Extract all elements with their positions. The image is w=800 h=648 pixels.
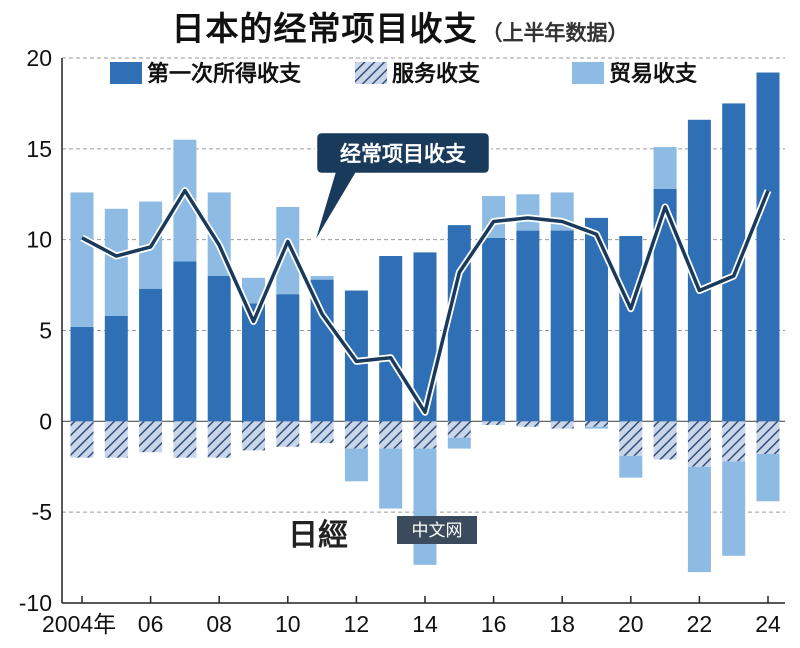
bar-services — [687, 421, 711, 467]
bar-services — [653, 421, 677, 460]
watermark-text: 中文网 — [412, 521, 463, 541]
watermark-logo: 日經 — [288, 518, 348, 553]
bar-trade — [379, 448, 403, 509]
x-tick-label: 06 — [138, 611, 164, 637]
bar-primary-income — [276, 294, 300, 422]
bar-primary-income — [447, 225, 471, 422]
bar-trade — [413, 448, 437, 565]
bar-trade — [276, 206, 300, 295]
bar-trade — [242, 277, 265, 304]
chart-title-block: 日本的经常项目收支 （上半年数据） — [0, 2, 800, 50]
bar-primary-income — [756, 72, 780, 422]
x-tick-label: 24 — [755, 611, 781, 637]
x-tick-label: 16 — [481, 611, 507, 637]
y-tick-label: 5 — [39, 318, 52, 344]
bar-trade — [619, 455, 643, 478]
bar-services — [104, 421, 128, 458]
bar-primary-income — [585, 217, 608, 422]
x-tick-label: 18 — [549, 611, 575, 637]
bar-services — [276, 421, 300, 447]
y-tick-label: -5 — [32, 499, 52, 525]
bar-services — [619, 421, 643, 456]
bar-trade — [310, 276, 334, 280]
chart-subtitle: （上半年数据） — [481, 21, 629, 45]
legend: 第一次所得收支 服务收支 贸易收支 — [110, 61, 698, 87]
bar-trade — [516, 194, 540, 231]
legend-primary-income-label: 第一次所得收支 — [147, 61, 302, 87]
x-tick-label: 10 — [275, 611, 301, 637]
bar-trade — [70, 192, 94, 327]
current-account-line — [81, 188, 770, 414]
bar-trade — [344, 448, 368, 482]
bar-trade — [756, 454, 780, 502]
bar-trade — [173, 139, 197, 262]
x-tick-label: 22 — [687, 611, 713, 637]
bar-services — [756, 421, 780, 455]
x-tick-label: 12 — [344, 611, 370, 637]
bar-primary-income — [653, 188, 677, 422]
y-tick-label: 20 — [26, 45, 52, 71]
legend-trade-label: 贸易收支 — [609, 61, 698, 87]
bar-services — [70, 421, 94, 458]
y-tick-label: 15 — [26, 136, 52, 162]
bar-primary-income — [550, 230, 574, 422]
bar-primary-income — [687, 119, 711, 422]
watermark-box — [397, 516, 477, 544]
callout-bubble — [310, 130, 492, 249]
bar-services — [139, 421, 163, 453]
bar-primary-income — [173, 261, 197, 422]
y-tick-label: 10 — [26, 227, 52, 253]
x-tick-label: 08 — [206, 611, 232, 637]
bar-services — [242, 421, 265, 451]
chart-title: 日本的经常项目收支 — [171, 9, 478, 48]
bar-trade — [687, 466, 711, 573]
bar-primary-income — [70, 326, 94, 422]
legend-trade-swatch — [572, 62, 604, 84]
bar-primary-income — [139, 288, 163, 422]
bar-trade — [104, 208, 128, 316]
bar-primary-income — [482, 237, 506, 422]
bar-services — [516, 421, 540, 427]
y-tick-label: 0 — [39, 408, 52, 434]
bar-trade — [447, 437, 471, 449]
bar-services — [173, 421, 197, 458]
callout-label: 经常项目收支 — [340, 142, 467, 166]
watermark: 日經 中文网 — [288, 516, 477, 553]
bar-services — [310, 421, 334, 444]
bar-trade — [653, 147, 677, 189]
bar-services — [413, 421, 437, 449]
bar-services — [447, 421, 471, 438]
bar-primary-income — [516, 230, 540, 422]
bar-services — [482, 421, 506, 425]
bar-services — [207, 421, 231, 458]
bar-services — [379, 421, 403, 449]
x-tick-label: 2004年 — [42, 611, 116, 637]
bar-primary-income — [379, 256, 403, 422]
bar-services — [550, 421, 574, 429]
bar-services — [585, 421, 608, 427]
bar-primary-income — [619, 236, 643, 422]
bar-trade — [585, 426, 608, 429]
line-layer — [80, 187, 772, 416]
bar-primary-income — [722, 103, 746, 422]
bar-primary-income — [310, 279, 334, 422]
bar-services — [722, 421, 746, 462]
x-tick-label: 20 — [618, 611, 644, 637]
x-tick-label: 14 — [412, 611, 438, 637]
bar-primary-income — [242, 303, 265, 422]
bar-primary-income — [207, 276, 231, 422]
legend-services-swatch — [355, 62, 387, 84]
line-callout: 经常项目收支 — [310, 130, 492, 249]
legend-services-label: 服务收支 — [392, 61, 481, 87]
bar-primary-income — [104, 315, 128, 422]
bar-trade — [722, 461, 746, 556]
y-tick-label: -10 — [19, 590, 52, 616]
legend-primary-income-swatch — [110, 62, 142, 84]
bar-services — [344, 421, 368, 449]
